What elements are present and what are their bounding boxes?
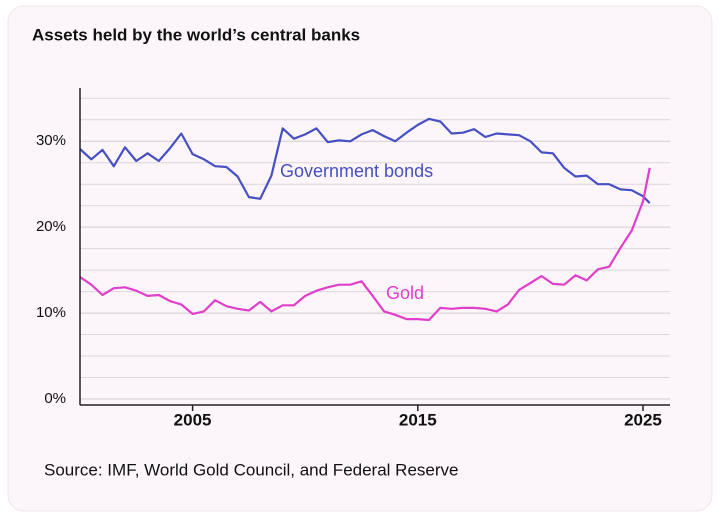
- series-label: Gold: [386, 283, 424, 303]
- x-tick-label: 2005: [174, 410, 212, 429]
- marks: [79, 117, 651, 322]
- line-series: [79, 117, 651, 204]
- x-tick-label: 2025: [624, 410, 662, 429]
- y-tick-label: 0%: [44, 390, 66, 407]
- line-series: [79, 167, 651, 322]
- series-label: Government bonds: [280, 161, 433, 181]
- y-tick-label: 30%: [36, 132, 66, 149]
- y-tick-label: 20%: [36, 218, 66, 235]
- chart-title: Assets held by the world’s central banks: [32, 25, 360, 44]
- grid: [80, 97, 670, 400]
- y-tick-label: 10%: [36, 304, 66, 321]
- source: Source: IMF, World Gold Council, and Fed…: [44, 460, 458, 479]
- x-tick-label: 2015: [399, 410, 437, 429]
- card: [7, 5, 713, 512]
